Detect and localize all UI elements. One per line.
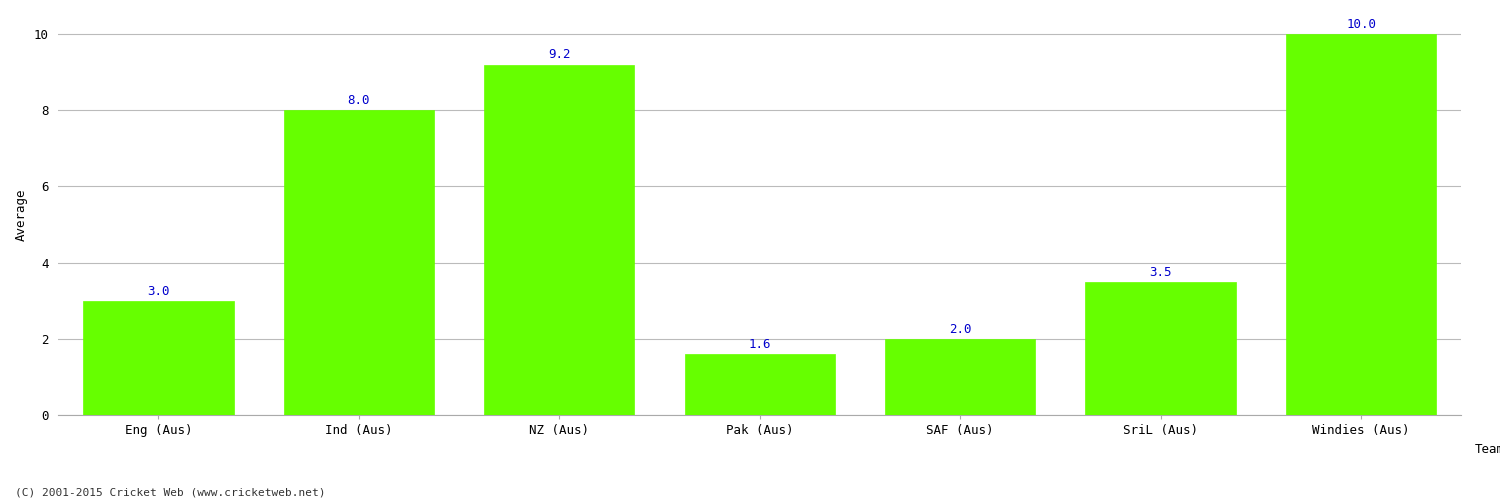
Bar	[684, 354, 836, 415]
Text: (C) 2001-2015 Cricket Web (www.cricketweb.net): (C) 2001-2015 Cricket Web (www.cricketwe…	[15, 488, 326, 498]
Text: 1.6: 1.6	[748, 338, 771, 351]
Bar	[484, 64, 634, 415]
Bar	[284, 110, 434, 415]
Bar	[1086, 282, 1236, 415]
Text: 3.5: 3.5	[1149, 266, 1172, 278]
Text: 2.0: 2.0	[950, 323, 972, 336]
Bar	[84, 300, 234, 415]
Text: 10.0: 10.0	[1346, 18, 1376, 31]
Bar	[885, 339, 1035, 415]
Text: 9.2: 9.2	[548, 48, 570, 62]
Text: 8.0: 8.0	[348, 94, 370, 107]
X-axis label: Team: Team	[1474, 443, 1500, 456]
Y-axis label: Average: Average	[15, 189, 28, 242]
Text: 3.0: 3.0	[147, 284, 170, 298]
Bar	[1286, 34, 1436, 415]
